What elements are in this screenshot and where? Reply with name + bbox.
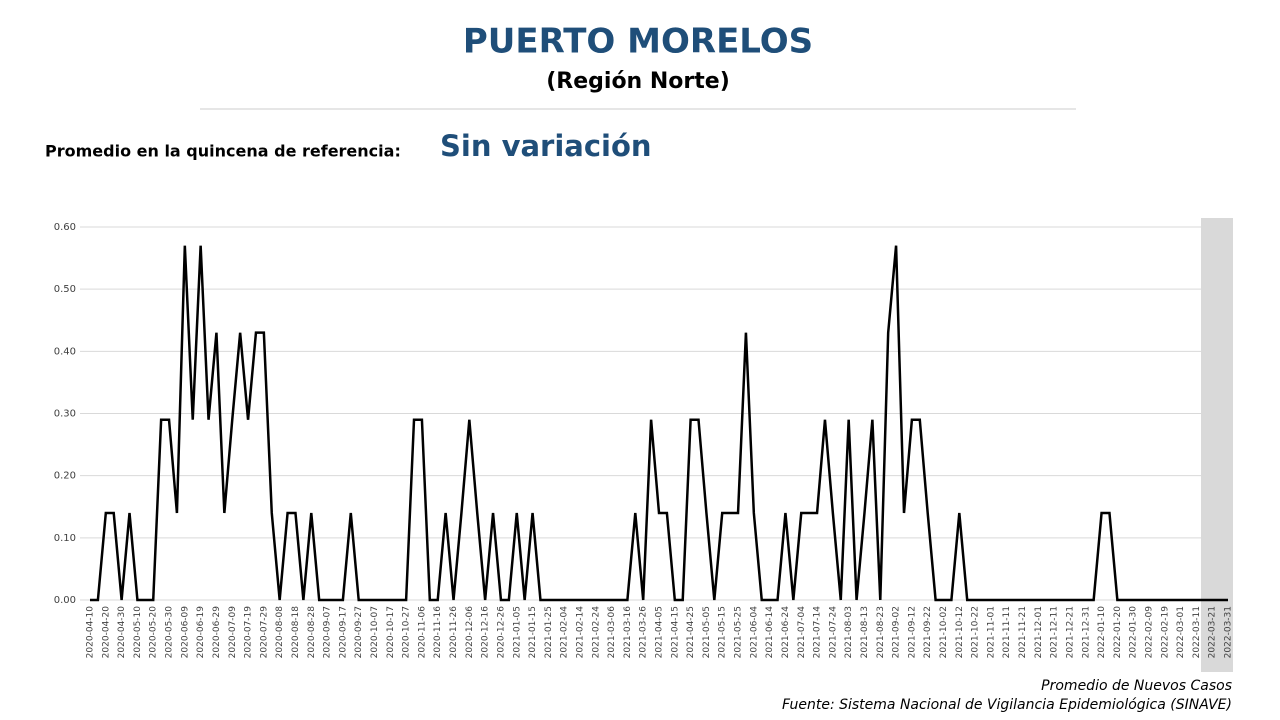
x-tick-label: 2021-05-15 — [718, 606, 728, 658]
x-tick-label: 2021-10-22 — [971, 606, 981, 658]
x-tick-label: 2020-09-17 — [338, 606, 348, 658]
x-tick-label: 2020-11-06 — [417, 606, 427, 659]
x-tick-label: 2020-06-29 — [212, 606, 222, 659]
x-tick-label: 2020-08-18 — [291, 606, 301, 659]
y-tick-label: 0.10 — [54, 533, 76, 544]
x-tick-label: 2021-04-25 — [686, 606, 696, 658]
x-tick-label: 2020-05-20 — [149, 606, 159, 659]
x-tick-label: 2021-07-24 — [828, 606, 838, 659]
x-tick-label: 2021-08-03 — [844, 606, 854, 658]
x-tick-label: 2020-11-16 — [433, 606, 443, 659]
x-tick-label: 2021-08-23 — [876, 606, 886, 658]
data-line — [90, 245, 1228, 602]
reference-value: Sin variación — [440, 129, 652, 163]
x-tick-label: 2020-09-27 — [354, 606, 364, 658]
series-legend: Promedio de Nuevos Casos — [1041, 678, 1232, 694]
x-tick-label: 2020-10-27 — [402, 606, 412, 658]
x-tick-label: 2021-12-31 — [1081, 606, 1091, 658]
y-tick-label: 0.60 — [54, 222, 76, 233]
x-tick-label: 2020-06-09 — [180, 606, 190, 659]
x-tick-label: 2022-03-01 — [1176, 606, 1186, 658]
y-tick-label: 0.20 — [54, 471, 76, 482]
x-tick-label: 2020-10-07 — [370, 606, 380, 658]
x-tick-label: 2020-12-16 — [481, 606, 491, 659]
x-tick-label: 2021-01-25 — [544, 606, 554, 658]
y-tick-label: 0.30 — [54, 409, 76, 420]
x-tick-label: 2021-08-13 — [860, 606, 870, 658]
x-tick-label: 2021-12-21 — [1065, 606, 1075, 658]
x-tick-label: 2021-02-24 — [591, 606, 601, 659]
x-tick-label: 2021-05-25 — [734, 606, 744, 658]
x-tick-label: 2021-06-04 — [749, 606, 759, 659]
x-tick-label: 2021-11-01 — [986, 606, 996, 658]
x-tick-label: 2020-10-17 — [386, 606, 396, 658]
x-tick-label: 2021-02-14 — [575, 606, 585, 659]
x-tick-label: 2022-01-20 — [1113, 606, 1123, 659]
y-tick-label: 0.40 — [54, 346, 76, 357]
x-tick-label: 2021-09-02 — [892, 606, 902, 658]
x-tick-label: 2020-12-06 — [465, 606, 475, 659]
x-tick-label: 2022-02-19 — [1160, 606, 1170, 659]
x-tick-label: 2021-06-24 — [781, 606, 791, 659]
x-tick-label: 2021-07-14 — [813, 606, 823, 659]
x-tick-label: 2020-04-20 — [101, 606, 111, 659]
x-tick-label: 2022-02-09 — [1144, 606, 1154, 659]
x-tick-label: 2020-06-19 — [196, 606, 206, 659]
x-tick-label: 2020-12-26 — [496, 606, 506, 659]
x-tick-label: 2021-10-02 — [939, 606, 949, 658]
x-tick-label: 2020-08-28 — [307, 606, 317, 659]
x-tick-label: 2021-05-05 — [702, 606, 712, 658]
x-tick-label: 2020-09-07 — [323, 606, 333, 658]
x-tick-label: 2021-03-16 — [623, 606, 633, 659]
x-tick-label: 2020-08-08 — [275, 606, 285, 659]
x-tick-label: 2021-01-05 — [512, 606, 522, 658]
x-tick-label: 2020-07-19 — [244, 606, 254, 659]
x-tick-label: 2020-11-26 — [449, 606, 459, 659]
x-tick-label: 2020-04-10 — [86, 606, 96, 659]
x-tick-label: 2022-03-11 — [1192, 606, 1202, 658]
x-tick-label: 2022-03-21 — [1208, 606, 1218, 658]
x-tick-label: 2021-03-26 — [639, 606, 649, 659]
x-tick-label: 2021-01-15 — [528, 606, 538, 658]
x-tick-label: 2020-05-10 — [133, 606, 143, 659]
y-tick-label: 0.00 — [54, 595, 76, 606]
x-tick-label: 2022-01-30 — [1129, 606, 1139, 659]
x-tick-label: 2021-12-01 — [1034, 606, 1044, 658]
x-tick-label: 2021-11-21 — [1018, 606, 1028, 658]
x-tick-label: 2021-02-04 — [560, 606, 570, 659]
x-tick-label: 2021-03-06 — [607, 606, 617, 659]
x-tick-label: 2021-07-04 — [797, 606, 807, 659]
shaded-period — [1201, 218, 1233, 672]
x-tick-label: 2020-07-09 — [228, 606, 238, 659]
x-tick-label: 2022-03-31 — [1224, 606, 1234, 658]
x-tick-label: 2020-05-30 — [165, 606, 175, 659]
x-tick-label: 2021-09-12 — [907, 606, 917, 658]
chart-title: PUERTO MORELOS — [463, 22, 813, 62]
x-tick-label: 2020-04-30 — [117, 606, 127, 659]
x-tick-label: 2021-04-05 — [655, 606, 665, 658]
x-tick-label: 2022-01-10 — [1097, 606, 1107, 659]
x-tick-label: 2021-12-11 — [1050, 606, 1060, 658]
reference-label: Promedio en la quincena de referencia: — [45, 142, 401, 161]
x-tick-label: 2021-10-12 — [955, 606, 965, 658]
x-tick-label: 2020-07-29 — [259, 606, 269, 659]
x-tick-label: 2021-11-11 — [1002, 606, 1012, 658]
x-tick-label: 2021-09-22 — [923, 606, 933, 658]
source-note: Fuente: Sistema Nacional de Vigilancia E… — [782, 697, 1232, 713]
chart-subtitle: (Región Norte) — [546, 69, 730, 94]
x-tick-label: 2021-04-15 — [670, 606, 680, 658]
x-tick-label: 2021-06-14 — [765, 606, 775, 659]
y-tick-label: 0.50 — [54, 284, 76, 295]
